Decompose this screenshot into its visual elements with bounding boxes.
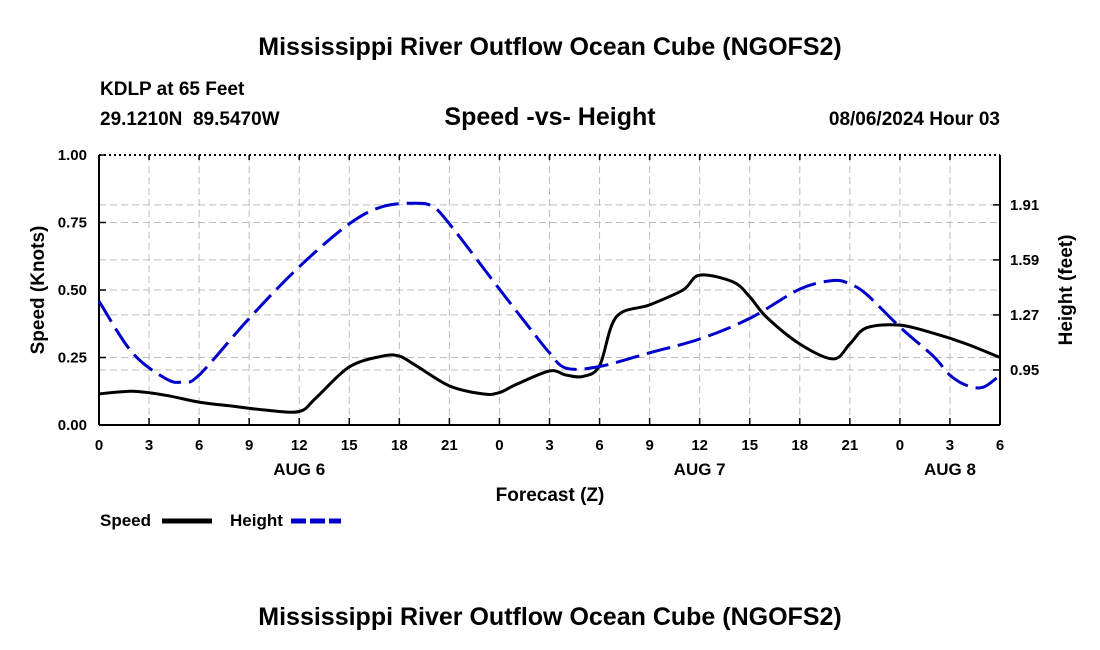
x-tick-label: 6	[595, 437, 603, 454]
date-label: AUG 7	[674, 460, 726, 479]
x-tick-label: 6	[195, 437, 203, 454]
y-tick-label-right: 1.27	[1010, 307, 1039, 324]
station-label: KDLP at 65 Feet	[100, 79, 245, 100]
x-tick-label: 12	[691, 437, 708, 454]
footer-title: Mississippi River Outflow Ocean Cube (NG…	[258, 603, 841, 631]
y-axis-right-label: Height (feet)	[1056, 235, 1077, 346]
x-tick-label: 6	[996, 437, 1004, 454]
x-axis-label: Forecast (Z)	[496, 485, 605, 506]
y-axis-left-label: Speed (Knots)	[28, 226, 49, 355]
x-tick-label: 15	[741, 437, 758, 454]
y-tick-label-right: 1.91	[1010, 197, 1039, 214]
x-tick-label: 9	[245, 437, 253, 454]
axes: 0 3 6 9 12 15 18 21 0 3 6 9 12 15 18 21 0 3 6 0.00 0.25 0.50 0…	[58, 147, 1039, 479]
x-tick-label: 9	[645, 437, 653, 454]
y-tick-label-right: 0.95	[1010, 362, 1039, 379]
x-tick-label: 18	[791, 437, 808, 454]
x-tick-label: 3	[145, 437, 153, 454]
y-tick-label-left: 0.50	[58, 282, 87, 299]
chart-title: Mississippi River Outflow Ocean Cube (NG…	[258, 33, 841, 61]
y-tick-label-left: 0.25	[58, 350, 87, 367]
date-label: AUG 6	[273, 460, 325, 479]
y-tick-label-left: 0.00	[58, 417, 87, 434]
x-tick-label: 0	[896, 437, 904, 454]
legend-speed-label: Speed	[100, 511, 151, 530]
x-tick-label: 21	[441, 437, 458, 454]
x-tick-label: 3	[946, 437, 954, 454]
x-tick-label: 0	[495, 437, 503, 454]
x-tick-label: 15	[341, 437, 358, 454]
grid-lines	[99, 155, 1000, 425]
legend: Speed Height	[100, 511, 341, 530]
y-tick-label-left: 0.75	[58, 215, 87, 232]
x-tick-label: 3	[545, 437, 553, 454]
chart-subtitle: Speed -vs- Height	[444, 103, 656, 131]
series-line-speed	[98, 273, 1001, 414]
series-layer	[97, 201, 1001, 414]
legend-height-label: Height	[230, 511, 283, 530]
y-tick-label-left: 1.00	[58, 147, 87, 164]
location-label: 29.1210N 89.5470W	[100, 109, 280, 130]
x-tick-label: 18	[391, 437, 408, 454]
series-line-height	[97, 201, 1001, 390]
datetime-label: 08/06/2024 Hour 03	[829, 109, 1000, 130]
y-tick-label-right: 1.59	[1010, 252, 1039, 269]
x-tick-label: 21	[841, 437, 858, 454]
date-label: AUG 8	[924, 460, 976, 479]
x-tick-label: 12	[291, 437, 308, 454]
x-tick-label: 0	[95, 437, 103, 454]
